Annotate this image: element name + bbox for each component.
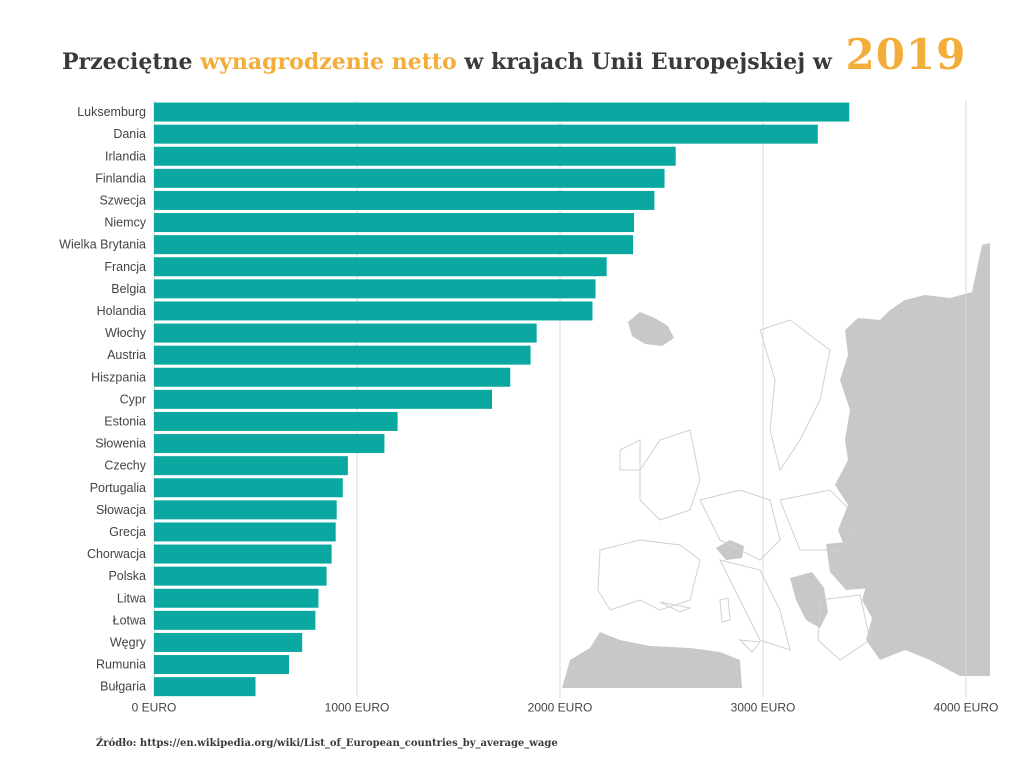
category-label: Słowenia — [95, 437, 146, 451]
title-year: 2019 — [845, 30, 967, 79]
bar — [154, 146, 676, 166]
category-label: Włochy — [105, 326, 147, 340]
category-label: Łotwa — [113, 613, 146, 627]
category-label: Dania — [113, 127, 146, 141]
category-label: Chorwacja — [87, 547, 146, 561]
category-label: Litwa — [117, 591, 146, 605]
x-tick-label: 0 EURO — [132, 701, 177, 715]
category-label: Słowacja — [96, 503, 146, 517]
bar — [154, 544, 332, 564]
category-label: Polska — [108, 569, 146, 583]
bar — [154, 367, 511, 387]
bar — [154, 301, 593, 321]
bar — [154, 102, 850, 122]
bar — [154, 566, 327, 586]
bar — [154, 434, 385, 454]
bar — [154, 411, 398, 431]
category-label: Niemcy — [104, 216, 146, 230]
category-label: Hiszpania — [91, 370, 146, 384]
bar — [154, 478, 343, 498]
bar — [154, 588, 319, 608]
bar — [154, 677, 256, 697]
category-label: Holandia — [97, 304, 146, 318]
category-label: Luksemburg — [77, 105, 146, 119]
x-tick-label: 2000 EURO — [528, 701, 593, 715]
bar — [154, 168, 665, 188]
x-tick-label: 1000 EURO — [325, 701, 390, 715]
category-label: Finlandia — [95, 171, 146, 185]
bar — [154, 500, 337, 520]
bar — [154, 213, 635, 233]
bar — [154, 655, 289, 675]
category-label: Wielka Brytania — [59, 238, 146, 252]
title-part1: Przeciętne — [62, 49, 193, 75]
bar — [154, 124, 818, 144]
bar — [154, 257, 607, 277]
x-tick-label: 3000 EURO — [731, 701, 796, 715]
bar — [154, 610, 316, 630]
bar — [154, 279, 596, 299]
category-label: Bułgaria — [100, 680, 146, 694]
category-label: Cypr — [120, 392, 146, 406]
title-part2: w krajach Unii Europejskiej w — [464, 49, 832, 75]
category-label: Czechy — [104, 459, 146, 473]
source-note: Źródło: https://en.wikipedia.org/wiki/Li… — [96, 738, 558, 749]
chart-title: Przeciętne wynagrodzenie netto w krajach… — [62, 30, 966, 79]
category-label: Portugalia — [90, 481, 146, 495]
bar — [154, 345, 531, 365]
bar — [154, 323, 537, 343]
category-label: Estonia — [104, 414, 146, 428]
bar — [154, 632, 303, 652]
category-label: Irlandia — [105, 149, 146, 163]
category-label: Grecja — [109, 525, 146, 539]
category-label: Belgia — [111, 282, 146, 296]
category-label: Francja — [104, 260, 146, 274]
x-tick-label: 4000 EURO — [934, 701, 999, 715]
bar — [154, 235, 634, 255]
category-label: Węgry — [110, 635, 147, 649]
category-label: Austria — [107, 348, 146, 362]
title-highlight: wynagrodzenie netto — [200, 49, 457, 75]
category-label: Rumunia — [96, 658, 146, 672]
bar — [154, 456, 348, 476]
category-label: Szwecja — [99, 193, 146, 207]
bar — [154, 522, 336, 542]
bar — [154, 389, 492, 409]
bar — [154, 190, 655, 210]
